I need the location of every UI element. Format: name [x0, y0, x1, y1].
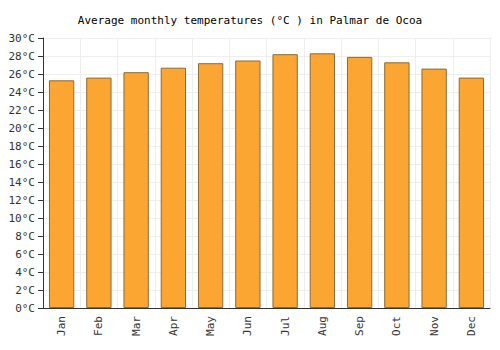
svg-text:May: May [204, 316, 217, 336]
svg-text:Apr: Apr [167, 316, 180, 336]
svg-text:10°C: 10°C [9, 212, 36, 225]
svg-text:12°C: 12°C [9, 194, 36, 207]
svg-text:6°C: 6°C [15, 248, 35, 261]
svg-text:Jan: Jan [55, 316, 68, 336]
svg-text:2°C: 2°C [15, 284, 35, 297]
svg-text:Nov: Nov [428, 316, 441, 336]
svg-text:4°C: 4°C [15, 266, 35, 279]
svg-text:18°C: 18°C [9, 140, 36, 153]
svg-text:30°C: 30°C [9, 32, 36, 45]
svg-text:Mar: Mar [130, 316, 143, 336]
svg-text:0°C: 0°C [15, 302, 35, 315]
svg-text:Jul: Jul [279, 316, 292, 336]
svg-text:8°C: 8°C [15, 230, 35, 243]
svg-text:20°C: 20°C [9, 122, 36, 135]
svg-text:16°C: 16°C [9, 158, 36, 171]
svg-text:Jun: Jun [241, 316, 254, 336]
svg-text:Oct: Oct [390, 316, 403, 336]
svg-text:Aug: Aug [316, 316, 329, 336]
svg-text:24°C: 24°C [9, 86, 36, 99]
svg-text:Feb: Feb [92, 316, 105, 336]
svg-text:Average monthly temperatures (: Average monthly temperatures (°C ) in Pa… [78, 14, 422, 27]
svg-text:Dec: Dec [465, 316, 478, 336]
svg-text:26°C: 26°C [9, 68, 36, 81]
svg-text:14°C: 14°C [9, 176, 36, 189]
svg-text:28°C: 28°C [9, 50, 36, 63]
svg-text:Sep: Sep [353, 316, 366, 336]
svg-text:22°C: 22°C [9, 104, 36, 117]
